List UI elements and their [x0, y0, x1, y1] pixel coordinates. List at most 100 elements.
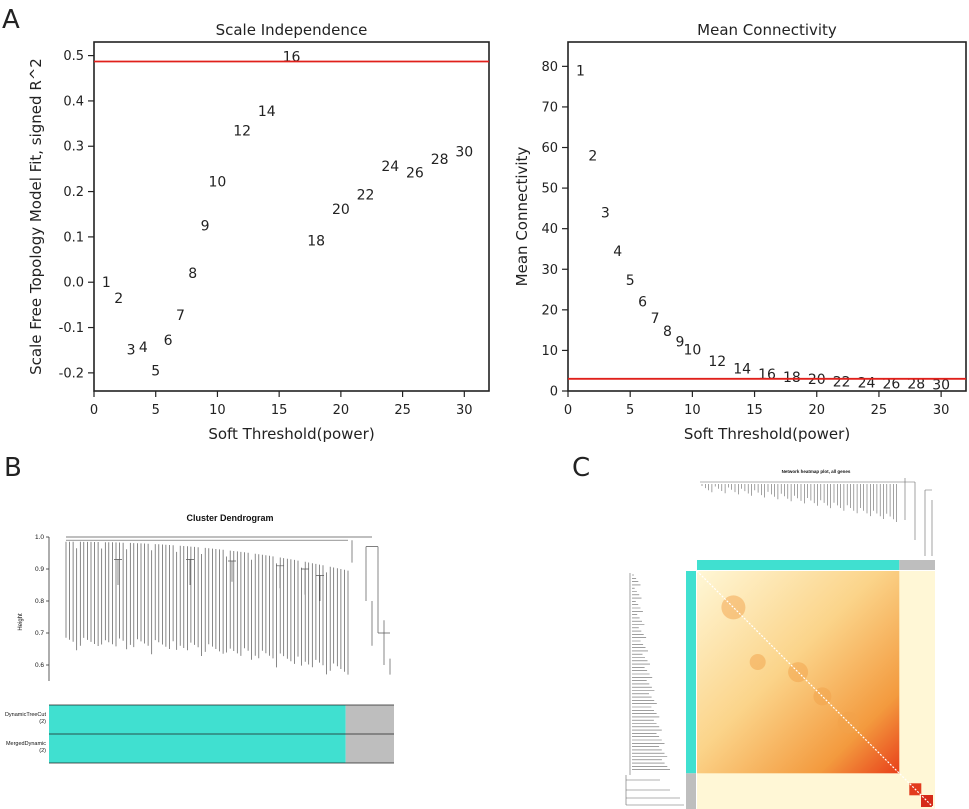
- heatmap-matrix: [696, 570, 936, 809]
- chart1-ytick-label: 0.4: [63, 94, 84, 109]
- dendrogram-ytick-label: 0.7: [35, 630, 44, 637]
- chart1-ticks: 0 5 10 15 20 25 30-0.2-0.10.00.10.20.30.40.5: [59, 49, 473, 418]
- chart2-title: Mean Connectivity: [697, 21, 837, 39]
- module-row-label: MergedDynamic: [6, 741, 46, 747]
- chart1-point-label: 22: [357, 188, 375, 204]
- chart1-title: Scale Independence: [216, 21, 368, 39]
- dendrogram-ytick-label: 0.6: [35, 662, 44, 669]
- chart1-point-label: 18: [307, 234, 325, 250]
- chart1-ytick-label: 0.0: [63, 276, 84, 291]
- chart2-xtick-label: 25: [871, 403, 888, 418]
- chart2-ytick-label: 20: [541, 303, 558, 318]
- chart2-point-label: 4: [613, 244, 622, 260]
- chart1-ytick-label: -0.1: [59, 321, 84, 336]
- chart2-point-label: 26: [882, 376, 900, 392]
- chart1-point-label: 26: [406, 166, 424, 182]
- chart2-point-label: 14: [733, 362, 751, 378]
- chart2-point-label: 6: [638, 295, 647, 311]
- chart2-xtick-label: 20: [808, 403, 825, 418]
- dendrogram-ticks: 0.6 0.7 0.8 0.9 1.0: [35, 534, 49, 669]
- chart1-point-label: 20: [332, 202, 350, 218]
- chart2-point-label: 10: [683, 343, 701, 359]
- panel-label-c: C: [572, 453, 590, 483]
- chart1-point-label: 3: [127, 342, 136, 358]
- chart1-point-label: 30: [455, 145, 473, 161]
- chart1-point-label: 9: [201, 219, 210, 235]
- chart1-xlabel: Soft Threshold(power): [208, 425, 374, 443]
- chart2-xtick-label: 5: [626, 403, 634, 418]
- chart1-point-label: 14: [258, 104, 276, 120]
- module-color-segment: [49, 705, 346, 734]
- heatmap-left-dendrogram: [625, 573, 684, 806]
- chart2-ytick-label: 50: [541, 182, 558, 197]
- chart1-point-label: 24: [381, 159, 399, 175]
- chart2-point-label: 9: [675, 334, 684, 350]
- scale-independence-chart: Scale Independence 0 5 10 15 20 25 30-0.2-0.10…: [27, 21, 490, 443]
- chart1-point-label: 16: [283, 50, 301, 66]
- chart1-ytick-label: -0.2: [59, 366, 84, 381]
- module-color-rows: DynamicTreeCut(2)MergedDynamic(2): [5, 704, 394, 764]
- chart2-point-label: 1: [576, 63, 585, 79]
- module-row-label: DynamicTreeCut: [5, 712, 47, 718]
- chart2-axes-frame: [567, 41, 967, 392]
- chart2-point-label: 3: [601, 205, 610, 221]
- left-module-bar-turquoise: [686, 571, 696, 774]
- chart2-point-label: 30: [932, 378, 950, 394]
- chart2-ytick-label: 10: [541, 344, 558, 359]
- module-row-count: (2): [39, 748, 46, 754]
- chart2-point-label: 22: [833, 374, 851, 390]
- chart1-point-label: 8: [188, 266, 197, 282]
- chart1-xtick-label: 0: [90, 403, 98, 418]
- panel-label-b: B: [4, 453, 22, 483]
- dendrogram-tree: [65, 536, 391, 675]
- heatmap-top-dendrogram: [700, 478, 933, 556]
- chart1-xtick-label: 25: [394, 403, 411, 418]
- chart2-xtick-label: 0: [564, 403, 572, 418]
- chart1-point-label: 12: [233, 123, 251, 139]
- chart1-xtick-label: 20: [333, 403, 350, 418]
- module-row-count: (2): [39, 719, 46, 725]
- chart1-ytick-label: 0.5: [63, 49, 84, 64]
- chart1-xtick-label: 30: [456, 403, 473, 418]
- chart2-point-label: 7: [651, 311, 660, 327]
- dendrogram-ytick-label: 0.9: [35, 566, 44, 573]
- module-color-segment: [49, 734, 346, 763]
- chart2-point-label: 5: [626, 273, 635, 289]
- chart2-xtick-label: 30: [933, 403, 950, 418]
- top-module-bar-grey: [899, 560, 935, 570]
- chart2-xtick-label: 15: [746, 403, 763, 418]
- dendrogram-ytick-label: 1.0: [35, 534, 44, 541]
- chart2-ytick-label: 60: [541, 141, 558, 156]
- chart2-point-label: 2: [588, 149, 597, 165]
- mean-connectivity-chart: Mean Connectivity 0 5 10 15 20 25 300102030405…: [513, 21, 967, 443]
- heatmap-module-bars: [686, 560, 935, 809]
- cluster-dendrogram: Cluster Dendrogram Height 0.6 0.7 0.8 0.9 1.…: [5, 513, 394, 764]
- chart2-point-label: 24: [858, 375, 876, 391]
- chart1-point-label: 7: [176, 308, 185, 324]
- chart2-point-label: 28: [907, 377, 925, 393]
- dendrogram-ytick-label: 0.8: [35, 598, 44, 605]
- chart2-point-label: 12: [708, 354, 726, 370]
- dendrogram-branches: [65, 536, 391, 675]
- chart1-point-label: 5: [151, 364, 160, 380]
- heatmap-patch: [749, 654, 766, 670]
- chart2-point-label: 20: [808, 372, 826, 388]
- heatmap-title: Network heatmap plot, all genes: [782, 469, 851, 474]
- chart2-ylabel: Mean Connectivity: [513, 147, 531, 287]
- panel-label-a: A: [2, 5, 20, 35]
- chart1-point-label: 4: [139, 340, 148, 356]
- dendrogram-ylabel: Height: [18, 613, 24, 631]
- chart2-ytick-label: 0: [550, 385, 558, 400]
- chart1-point-label: 1: [102, 275, 111, 291]
- chart2-point-label: 16: [758, 367, 776, 383]
- chart2-xlabel: Soft Threshold(power): [684, 425, 850, 443]
- chart2-xtick-label: 10: [684, 403, 701, 418]
- chart2-ytick-label: 30: [541, 263, 558, 278]
- left-module-bar-grey: [686, 773, 696, 809]
- chart1-point-label: 28: [431, 152, 449, 168]
- chart1-xtick-label: 15: [271, 403, 288, 418]
